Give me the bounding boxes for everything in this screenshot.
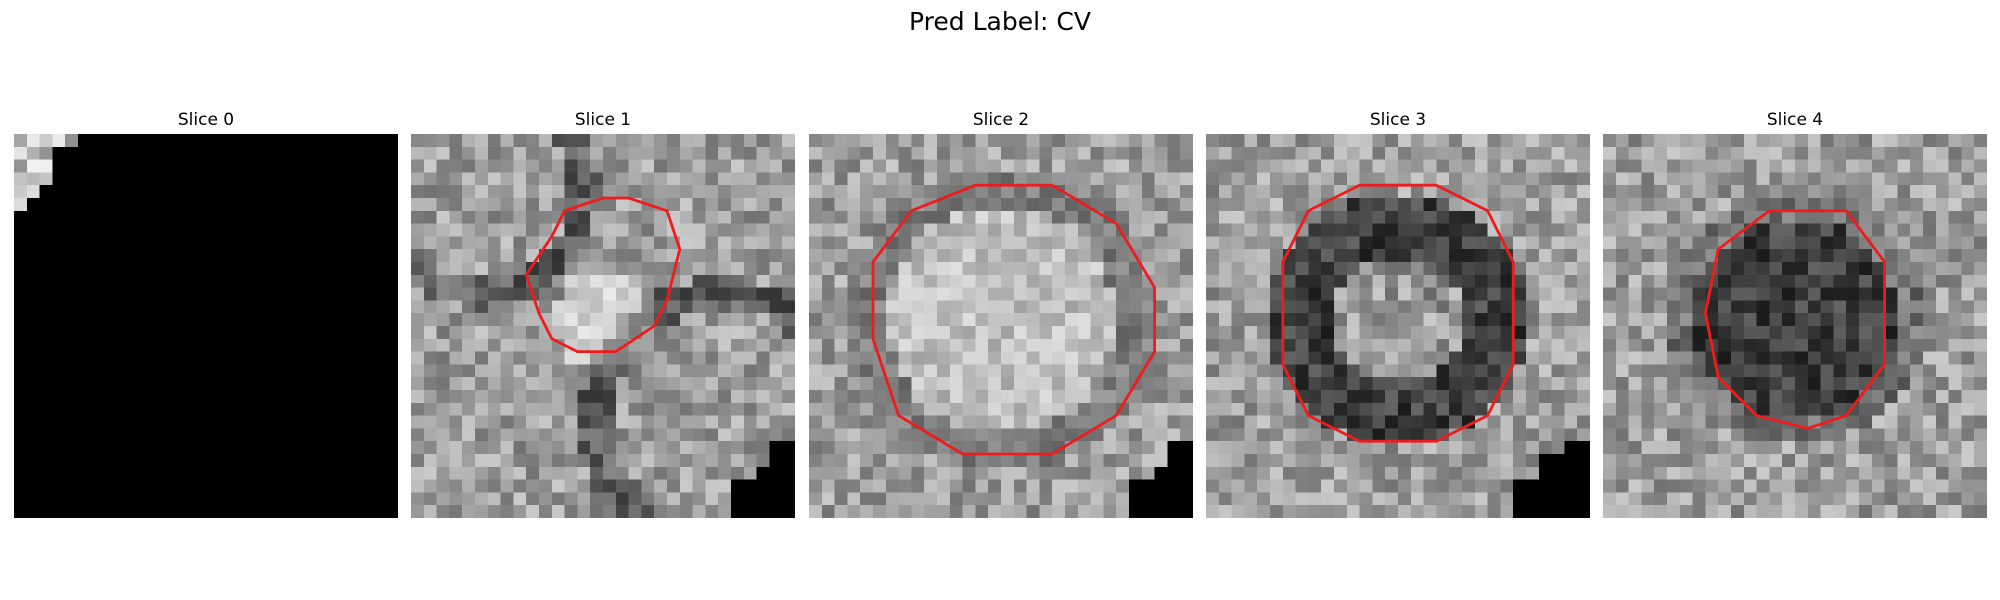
slice-title-4: Slice 4: [1766, 110, 1824, 130]
segmentation-contour: [1703, 209, 1887, 430]
slice-title-2: Slice 2: [972, 110, 1030, 130]
slice-image-2: [809, 134, 1193, 518]
slice-panel-2: Slice 2: [809, 108, 1193, 518]
segmentation-contour: [871, 183, 1157, 456]
segmentation-contour: [1281, 183, 1515, 443]
slice-panel-4: Slice 4: [1603, 108, 1987, 518]
slice-title-1: Slice 1: [574, 110, 632, 130]
slice-image-1: [411, 134, 795, 518]
slice-panel-3: Slice 3: [1206, 108, 1590, 518]
slice-image-4: [1603, 134, 1987, 518]
slice-panel-0: Slice 0: [14, 108, 398, 518]
slice-image-0: [14, 134, 398, 518]
slice-title-3: Slice 3: [1369, 110, 1427, 130]
segmentation-contour: [524, 196, 682, 354]
figure-title: Pred Label: CV: [909, 7, 1091, 36]
slice-panel-1: Slice 1: [411, 108, 795, 518]
slice-image-3: [1206, 134, 1590, 518]
slice-title-0: Slice 0: [177, 110, 235, 130]
